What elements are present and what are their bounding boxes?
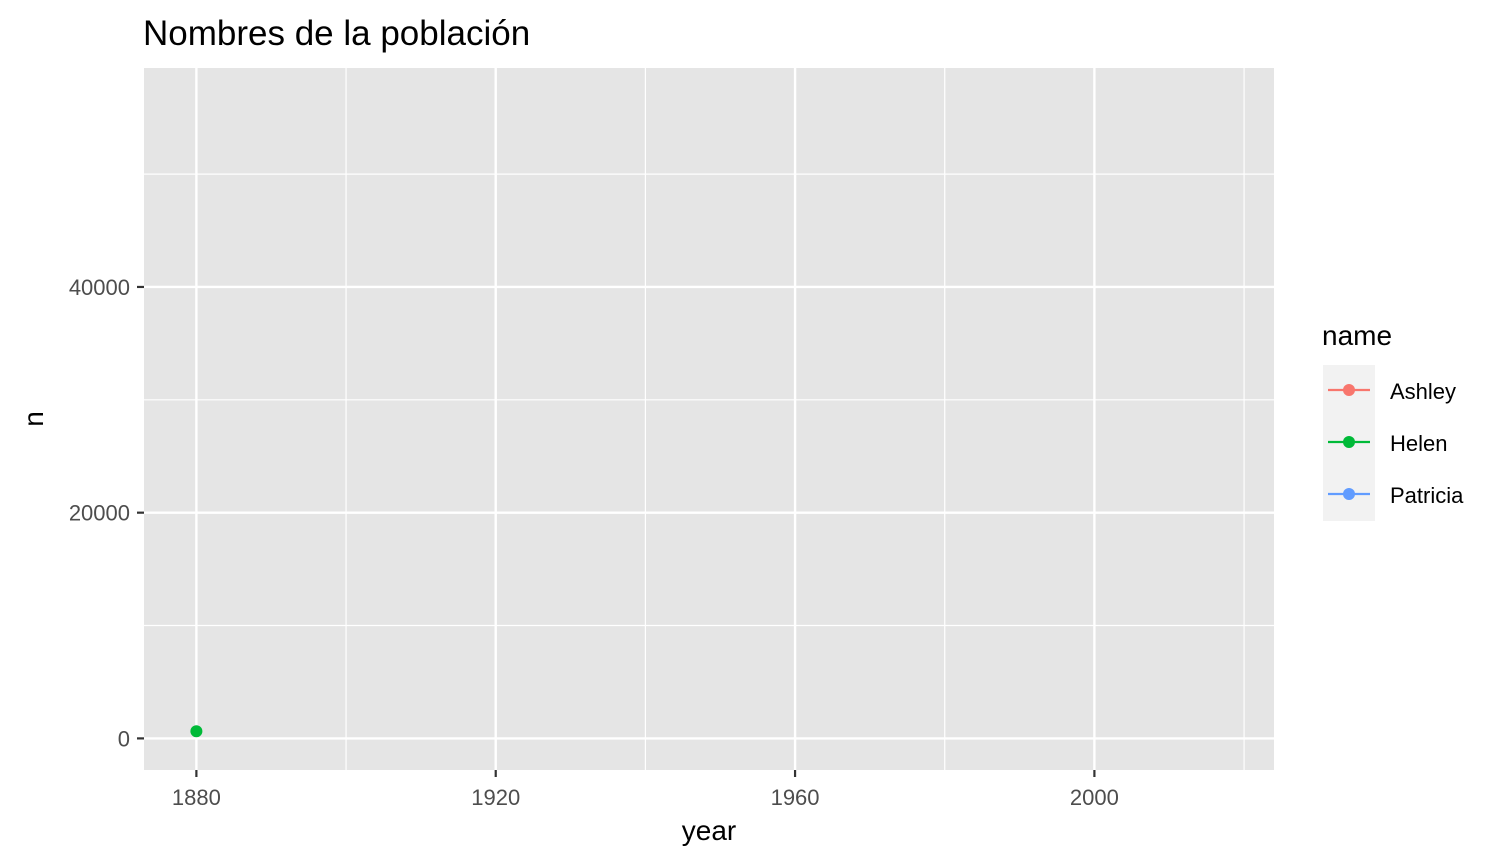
plot-panel [144, 68, 1274, 770]
legend-key-point [1343, 488, 1355, 500]
legend-key-point [1343, 436, 1355, 448]
legend-label-patricia: Patricia [1390, 483, 1464, 508]
data-point-helen [190, 725, 203, 738]
y-axis-title: n [18, 411, 49, 427]
minor-grid [144, 68, 1274, 770]
x-tick-label: 1960 [771, 785, 820, 810]
x-tick-label: 1880 [172, 785, 221, 810]
y-axis: 0 20000 40000 [69, 275, 144, 751]
chart-title: Nombres de la población [143, 14, 530, 53]
x-axis: 1880 1920 1960 2000 [172, 770, 1119, 810]
legend-items: Ashley Helen Patricia [1328, 379, 1464, 508]
x-tick-label: 1920 [471, 785, 520, 810]
legend: name Ashley Helen Patricia [1322, 320, 1464, 521]
y-tick-label: 20000 [69, 501, 130, 526]
major-grid [144, 68, 1274, 770]
y-tick-label: 40000 [69, 275, 130, 300]
legend-key-point [1343, 384, 1355, 396]
x-axis-title: year [682, 815, 736, 846]
legend-label-ashley: Ashley [1390, 379, 1456, 404]
legend-label-helen: Helen [1390, 431, 1447, 456]
x-tick-label: 2000 [1070, 785, 1119, 810]
y-tick-label: 0 [118, 726, 130, 751]
legend-title: name [1322, 320, 1392, 351]
series-points [190, 725, 203, 738]
